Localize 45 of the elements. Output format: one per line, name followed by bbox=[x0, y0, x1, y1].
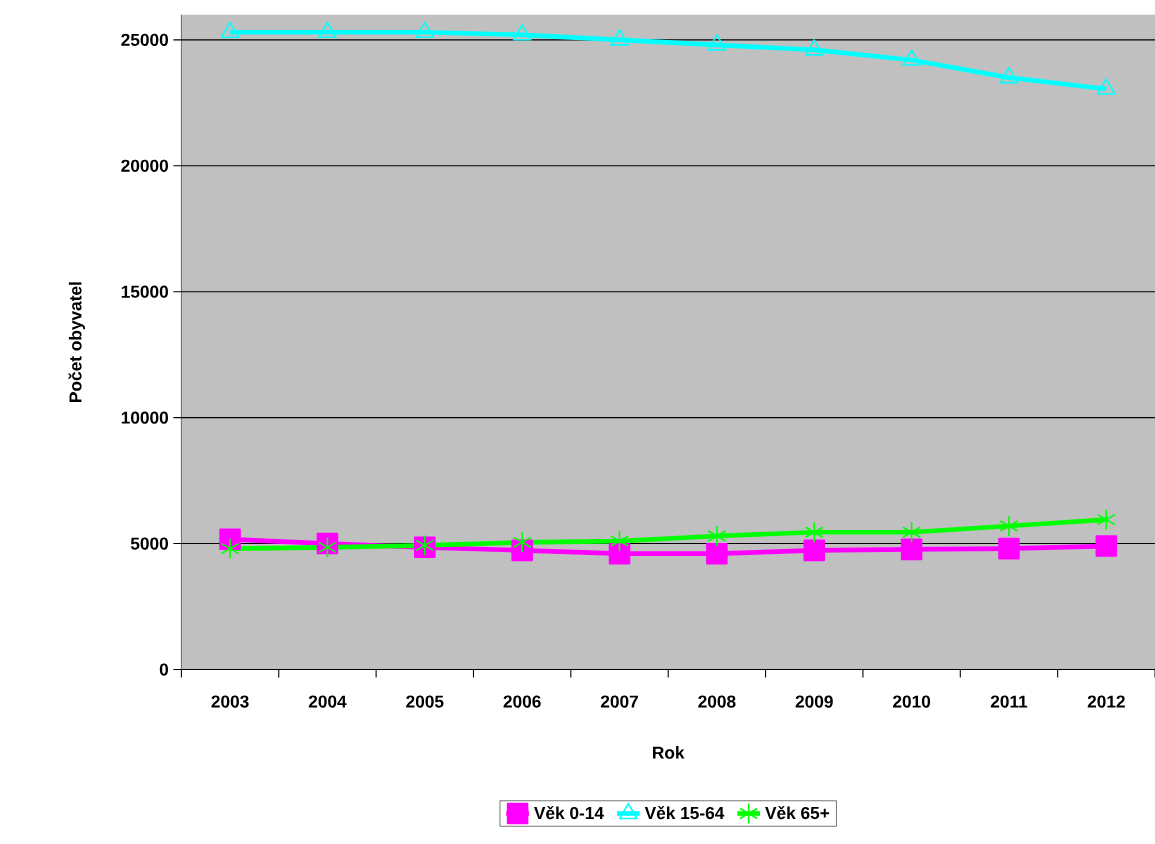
point bbox=[415, 21, 435, 38]
point bbox=[707, 525, 727, 547]
y-tick-label: 10000 bbox=[121, 411, 168, 424]
point bbox=[610, 28, 629, 46]
point bbox=[900, 538, 923, 561]
point bbox=[610, 530, 629, 552]
point bbox=[512, 531, 532, 553]
point bbox=[804, 521, 824, 543]
point bbox=[902, 521, 922, 543]
point bbox=[220, 21, 240, 38]
x-tick-label: 2008 bbox=[698, 695, 736, 708]
point bbox=[999, 66, 1019, 84]
point bbox=[1096, 508, 1116, 531]
point bbox=[998, 537, 1020, 560]
point bbox=[608, 542, 631, 565]
x-tick-label: 2007 bbox=[600, 695, 638, 708]
point bbox=[220, 537, 240, 560]
x-tick-label: 2004 bbox=[308, 695, 347, 708]
y-tick-label: 15000 bbox=[121, 285, 168, 298]
x-tick-label: 2011 bbox=[990, 695, 1028, 708]
point bbox=[707, 34, 727, 51]
x-tick-label: 2003 bbox=[211, 695, 249, 708]
point bbox=[318, 21, 337, 38]
point bbox=[804, 39, 824, 56]
point bbox=[902, 49, 922, 66]
legend-label: Věk 0-14 bbox=[534, 805, 604, 820]
legend-label: Věk 65+ bbox=[765, 805, 830, 820]
point bbox=[1096, 78, 1116, 95]
x-tick-label: 2010 bbox=[893, 695, 931, 708]
y-tick-label: 0 bbox=[159, 663, 169, 676]
y-tick-label: 5000 bbox=[130, 537, 169, 550]
point bbox=[512, 23, 532, 41]
point bbox=[803, 539, 826, 562]
x-axis-title: Rok bbox=[653, 745, 685, 759]
x-tick-label: 2009 bbox=[795, 695, 833, 708]
point bbox=[999, 515, 1019, 537]
point bbox=[1095, 535, 1118, 557]
legend-label: Věk 15-64 bbox=[644, 805, 725, 820]
y-tick-label: 20000 bbox=[121, 159, 168, 172]
x-tick-label: 2012 bbox=[1087, 695, 1125, 708]
x-tick-label: 2005 bbox=[406, 695, 444, 708]
y-axis-title: Počet obyvatel bbox=[68, 282, 85, 402]
y-tick-label: 25000 bbox=[121, 33, 168, 46]
point bbox=[706, 542, 728, 565]
x-tick-label: 2006 bbox=[503, 695, 541, 708]
